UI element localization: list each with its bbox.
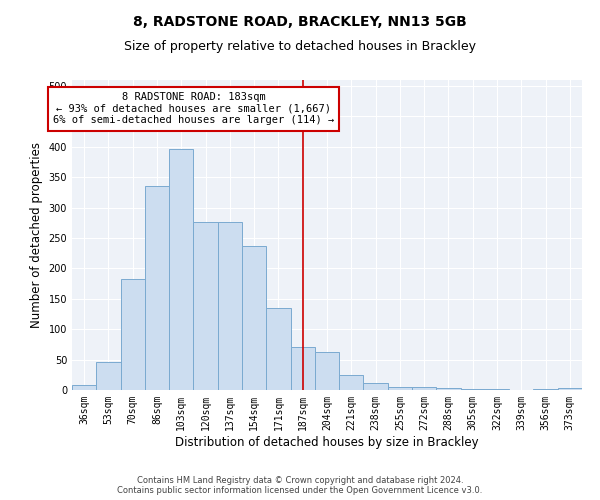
Bar [266, 308, 290, 390]
Text: Size of property relative to detached houses in Brackley: Size of property relative to detached ho… [124, 40, 476, 53]
Bar [290, 348, 315, 390]
Y-axis label: Number of detached properties: Number of detached properties [30, 142, 43, 328]
Bar [436, 388, 461, 390]
Text: 8 RADSTONE ROAD: 183sqm
← 93% of detached houses are smaller (1,667)
6% of semi-: 8 RADSTONE ROAD: 183sqm ← 93% of detache… [53, 92, 334, 126]
Bar [193, 222, 218, 390]
Text: Contains HM Land Registry data © Crown copyright and database right 2024.
Contai: Contains HM Land Registry data © Crown c… [118, 476, 482, 495]
Bar [169, 148, 193, 390]
Bar [72, 385, 96, 390]
Bar [461, 389, 485, 390]
Bar [121, 279, 145, 390]
Bar [242, 246, 266, 390]
Bar [145, 186, 169, 390]
Bar [388, 387, 412, 390]
X-axis label: Distribution of detached houses by size in Brackley: Distribution of detached houses by size … [175, 436, 479, 448]
Bar [339, 375, 364, 390]
Bar [412, 387, 436, 390]
Bar [558, 388, 582, 390]
Bar [315, 352, 339, 390]
Bar [364, 382, 388, 390]
Text: 8, RADSTONE ROAD, BRACKLEY, NN13 5GB: 8, RADSTONE ROAD, BRACKLEY, NN13 5GB [133, 15, 467, 29]
Bar [218, 222, 242, 390]
Bar [96, 362, 121, 390]
